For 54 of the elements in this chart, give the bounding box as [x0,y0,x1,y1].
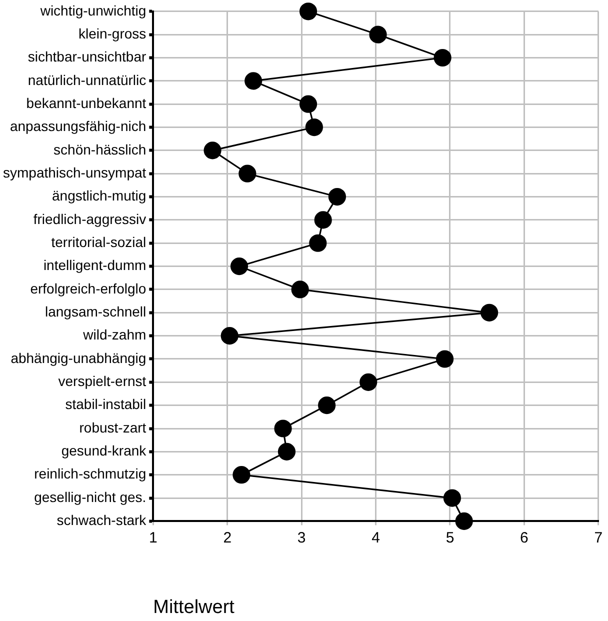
point [314,211,332,229]
x-tick-label: 7 [594,529,603,546]
y-tick-label: klein-gross [78,25,146,42]
point [369,26,387,44]
point [434,48,452,67]
y-tick-label: gesellig-nicht ges. [34,488,146,505]
y-tick-label: ängstlich-mutig [52,188,146,204]
point [278,442,296,460]
y-tick-label: intelligent-dumm [43,257,146,274]
point [480,304,498,322]
point [204,142,222,160]
y-tick-label: wild-zahm [82,326,146,343]
y-tick-label: friedlich-aggressiv [33,210,146,227]
x-tick-label: 2 [223,529,232,546]
point [244,72,262,90]
x-tick-label: 6 [520,529,528,546]
point [220,327,238,345]
x-tick-label: 3 [297,529,306,546]
point [299,2,318,20]
x-axis-title: Mittelwert [153,596,236,618]
y-tick-label: schön-hässlich [54,141,146,158]
point [328,188,346,206]
point [309,234,327,252]
y-tick-label: schwach-stark [56,512,148,528]
y-tick-label: natürlich-unnatürlic [28,72,146,88]
y-tick-label: stabil-instabil [65,396,146,412]
point [238,164,256,182]
point [443,489,462,507]
point [436,350,454,368]
y-tick-label: robust-zart [79,419,146,436]
point [360,373,378,391]
y-tick-label: langsam-schnell [44,304,146,320]
point [318,396,336,414]
point [291,280,309,298]
y-tick-label: abhängig-unabhängig [10,350,146,366]
point [455,512,473,530]
y-tick-label: sichtbar-unsichtbar [28,48,146,65]
point [305,118,323,136]
y-tick-label: erfolgreich-erfolglo [30,280,146,296]
y-tick-label: bekannt-unbekannt [26,94,146,111]
point [274,420,292,438]
y-tick-label: anpassungsfähig-nich [10,118,146,134]
point [299,95,318,113]
y-tick-label: sympathisch-unsympat [2,164,146,180]
point [230,258,248,276]
x-tick-label: 1 [148,529,158,546]
point [232,466,250,484]
y-tick-label: reinlich-schmutzig [34,466,146,482]
y-tick-label: gesund-krank [61,442,148,459]
y-tick-label: territorial-sozial [51,234,146,250]
y-tick-label: wichtig-unwichtig [39,2,146,18]
x-tick-label: 5 [446,529,454,546]
y-tick-label: verspielt-ernst [58,373,146,390]
x-tick-label: 4 [372,529,380,546]
